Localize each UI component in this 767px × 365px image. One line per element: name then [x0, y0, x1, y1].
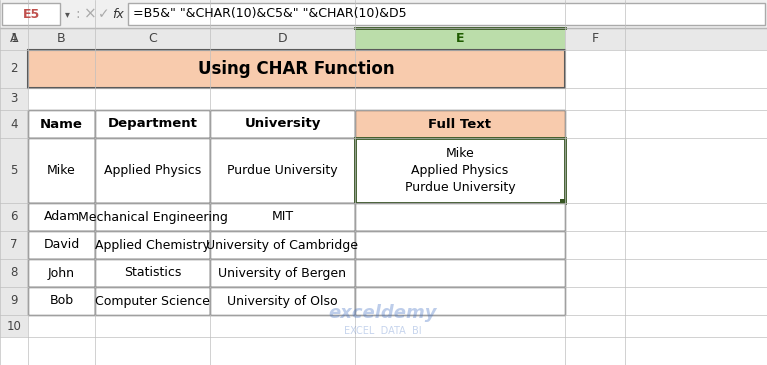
Text: University: University	[245, 118, 321, 131]
Text: Bob: Bob	[49, 295, 74, 307]
FancyBboxPatch shape	[210, 287, 355, 315]
FancyBboxPatch shape	[95, 138, 210, 203]
FancyBboxPatch shape	[210, 231, 355, 259]
Text: :: :	[76, 7, 81, 21]
FancyBboxPatch shape	[0, 315, 28, 337]
FancyBboxPatch shape	[355, 138, 565, 203]
Text: Mike: Mike	[47, 164, 76, 177]
FancyBboxPatch shape	[355, 287, 565, 315]
Text: Statistics: Statistics	[123, 266, 181, 280]
Text: 2: 2	[10, 62, 18, 76]
Text: Purdue University: Purdue University	[405, 181, 515, 194]
FancyBboxPatch shape	[0, 50, 28, 88]
FancyBboxPatch shape	[28, 259, 95, 287]
FancyBboxPatch shape	[355, 259, 565, 287]
FancyBboxPatch shape	[0, 259, 28, 287]
Text: Mechanical Engineering: Mechanical Engineering	[77, 211, 228, 223]
Text: 10: 10	[7, 319, 21, 333]
FancyBboxPatch shape	[0, 287, 28, 315]
Text: Mike: Mike	[446, 147, 474, 160]
FancyBboxPatch shape	[95, 203, 210, 231]
FancyBboxPatch shape	[355, 231, 565, 259]
FancyBboxPatch shape	[210, 110, 355, 138]
Text: F: F	[591, 32, 598, 46]
Text: ×: ×	[84, 7, 97, 22]
FancyBboxPatch shape	[28, 110, 95, 138]
Text: 9: 9	[10, 295, 18, 307]
FancyBboxPatch shape	[28, 287, 95, 315]
Text: Department: Department	[107, 118, 197, 131]
FancyBboxPatch shape	[28, 138, 95, 203]
Text: University of Cambridge: University of Cambridge	[206, 238, 358, 251]
FancyBboxPatch shape	[355, 28, 565, 50]
Text: E: E	[456, 32, 464, 46]
Text: Full Text: Full Text	[429, 118, 492, 131]
Text: C: C	[148, 32, 157, 46]
FancyBboxPatch shape	[28, 50, 565, 88]
Text: 4: 4	[10, 118, 18, 131]
Text: ▾: ▾	[64, 9, 70, 19]
FancyBboxPatch shape	[0, 0, 767, 28]
Text: =B5&" "&CHAR(10)&C5&" "&CHAR(10)&D5: =B5&" "&CHAR(10)&C5&" "&CHAR(10)&D5	[133, 8, 407, 20]
Text: Using CHAR Function: Using CHAR Function	[198, 60, 395, 78]
FancyBboxPatch shape	[128, 3, 765, 25]
Text: University of Olso: University of Olso	[227, 295, 337, 307]
Text: 1: 1	[10, 32, 18, 46]
FancyBboxPatch shape	[0, 28, 767, 50]
Text: Adam: Adam	[44, 211, 80, 223]
Text: fx: fx	[112, 8, 124, 20]
Text: Name: Name	[40, 118, 83, 131]
Text: Applied Physics: Applied Physics	[411, 164, 509, 177]
Text: 5: 5	[10, 164, 18, 177]
Text: EXCEL  DATA  BI: EXCEL DATA BI	[344, 326, 422, 336]
FancyBboxPatch shape	[210, 203, 355, 231]
Text: John: John	[48, 266, 75, 280]
FancyBboxPatch shape	[560, 199, 565, 204]
Text: Purdue University: Purdue University	[227, 164, 337, 177]
Text: D: D	[278, 32, 288, 46]
FancyBboxPatch shape	[28, 231, 95, 259]
FancyBboxPatch shape	[210, 138, 355, 203]
Text: Applied Chemistry: Applied Chemistry	[95, 238, 210, 251]
FancyBboxPatch shape	[0, 110, 28, 138]
FancyBboxPatch shape	[210, 259, 355, 287]
Text: E5: E5	[22, 8, 40, 20]
Text: Computer Science: Computer Science	[95, 295, 210, 307]
FancyBboxPatch shape	[95, 231, 210, 259]
Text: 7: 7	[10, 238, 18, 251]
FancyBboxPatch shape	[0, 203, 28, 231]
Text: B: B	[58, 32, 66, 46]
FancyBboxPatch shape	[0, 231, 28, 259]
Text: 3: 3	[10, 92, 18, 105]
FancyBboxPatch shape	[95, 110, 210, 138]
FancyBboxPatch shape	[0, 88, 28, 110]
FancyBboxPatch shape	[0, 28, 28, 50]
FancyBboxPatch shape	[0, 138, 28, 203]
FancyBboxPatch shape	[355, 110, 565, 138]
FancyBboxPatch shape	[95, 259, 210, 287]
Text: 8: 8	[10, 266, 18, 280]
Text: 6: 6	[10, 211, 18, 223]
Text: University of Bergen: University of Bergen	[219, 266, 347, 280]
FancyBboxPatch shape	[2, 3, 60, 25]
FancyBboxPatch shape	[95, 287, 210, 315]
FancyBboxPatch shape	[0, 28, 767, 365]
Text: A: A	[10, 32, 18, 46]
FancyBboxPatch shape	[28, 203, 95, 231]
Text: MIT: MIT	[272, 211, 294, 223]
Text: exceldemy: exceldemy	[329, 304, 437, 322]
FancyBboxPatch shape	[355, 203, 565, 231]
Text: Applied Physics: Applied Physics	[104, 164, 201, 177]
Text: ✓: ✓	[98, 7, 110, 21]
Text: David: David	[44, 238, 80, 251]
